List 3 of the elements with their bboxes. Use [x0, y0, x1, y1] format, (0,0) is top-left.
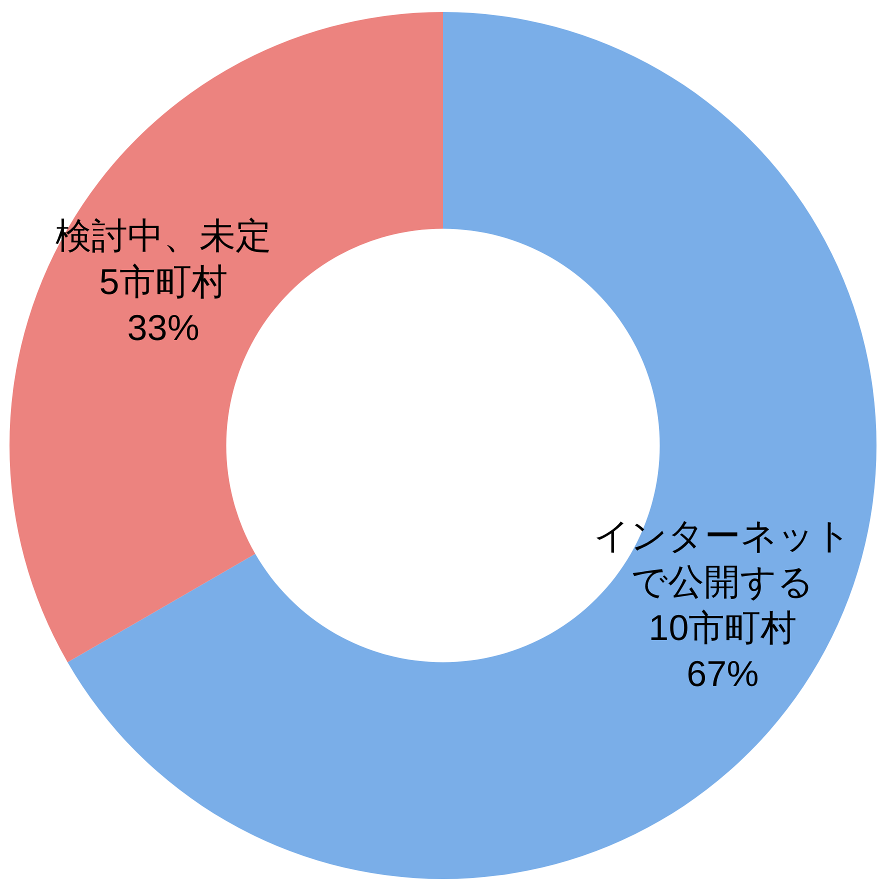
data-label: 5市町村 33%	[99, 260, 228, 348]
slice-label: 検討中、未定	[55, 214, 272, 256]
data-label: 10市町村 67%	[648, 606, 797, 694]
